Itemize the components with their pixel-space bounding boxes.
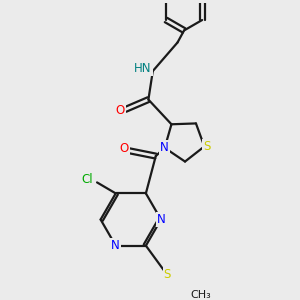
Text: O: O xyxy=(119,142,129,155)
Text: N: N xyxy=(157,213,165,226)
Text: S: S xyxy=(164,268,171,281)
Text: CH₃: CH₃ xyxy=(190,290,211,300)
Text: O: O xyxy=(116,104,125,117)
Text: N: N xyxy=(111,239,120,252)
Text: S: S xyxy=(203,140,211,153)
Text: N: N xyxy=(160,141,169,154)
Text: Cl: Cl xyxy=(81,172,93,186)
Text: HN: HN xyxy=(134,62,152,75)
